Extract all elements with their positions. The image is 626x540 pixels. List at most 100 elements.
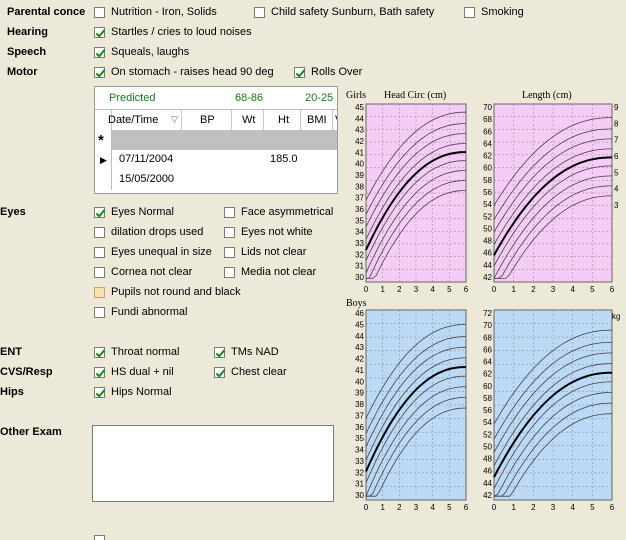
checkbox-box[interactable] [94,266,105,278]
checkbox-dilation-drops[interactable]: dilation drops used [94,226,203,238]
girls-head-y-tick-label: 31 [355,262,364,271]
checkbox-box[interactable] [214,346,225,358]
new-record-row[interactable]: * [95,130,337,150]
measurements-grid[interactable]: Predicted 68-86 20-25 Date/Time ▽ BP Wt … [94,86,338,194]
boys-head-y-tick-label: 46 [355,309,364,318]
girls-head-x-tick-label: 4 [430,285,435,294]
girls-head-y-tick-label: 37 [355,194,364,203]
girls-length-y-tick-label: 44 [483,261,492,270]
sort-triangle-icon: ▽ [171,114,178,124]
label-motor: Motor [7,66,38,78]
table-row[interactable]: 15/05/2000 [95,170,337,190]
checkbox-tms-nad[interactable]: TMs NAD [214,346,279,358]
checkbox-box[interactable] [94,6,105,18]
checkbox-face-asymmetrical[interactable]: Face asymmetrical [224,206,333,218]
checkbox-eyes-unequal[interactable]: Eyes unequal in size [94,246,212,258]
checkbox-box[interactable] [224,206,235,218]
column-header-bmi[interactable]: BMI [307,114,327,126]
girls-head-y-tick-label: 36 [355,205,364,214]
column-header-date[interactable]: Date/Time [108,114,159,126]
checkbox-hips-normal[interactable]: Hips Normal [94,386,172,398]
grid-header: Date/Time ▽ BP Wt Ht BMI V [95,109,337,131]
checkbox-box[interactable] [224,266,235,278]
boys-head-y-tick-label: 39 [355,389,364,398]
checkbox-rolls-over[interactable]: Rolls Over [294,66,362,78]
column-header-v[interactable]: V [335,114,337,126]
checkbox-box[interactable] [94,366,105,378]
checkbox-startles[interactable]: Startles / cries to loud noises [94,26,252,38]
checkbox-box[interactable] [94,206,105,218]
boys-length-percentile-line [493,381,613,489]
checkbox-label: Rolls Over [311,66,363,78]
girls-length-x-tick-label: 1 [511,285,516,294]
cell-date: 07/11/2004 [119,153,174,165]
table-row[interactable]: ▶ 07/11/2004 185.0 [95,150,337,170]
cell-height: 185.0 [270,153,298,165]
girls-head-x-tick-label: 2 [397,285,402,294]
row-selector[interactable] [95,130,112,150]
boys-length-percentile-line [493,352,613,453]
checkbox-pupils-not-round[interactable]: Pupils not round and black [94,286,241,298]
girls-head-percentile-line [365,133,467,227]
boys-head-percentile-line [365,366,467,472]
boys-length-x-tick-label: 6 [610,503,615,512]
checkbox-box[interactable] [94,26,105,38]
column-header-wt[interactable]: Wt [242,114,256,126]
label-hips: Hips [0,386,24,398]
checkbox-box[interactable] [294,66,305,78]
girls-head-y-tick-label: 35 [355,216,364,225]
checkbox-eyes-normal[interactable]: Eyes Normal [94,206,174,218]
girls-length-percentile-line [493,138,612,233]
checkbox-box[interactable] [214,366,225,378]
checkbox-fundi-abnormal[interactable]: Fundi abnormal [94,306,187,318]
boys-length-x-tick-label: 3 [551,503,556,512]
girls-length-y-tick-label: 64 [483,139,492,148]
checkbox-box[interactable] [224,226,235,238]
checkbox-box[interactable] [254,6,265,18]
checkbox-box[interactable] [94,46,105,58]
boys-length-x-tick-label: 2 [531,503,536,512]
girls-head-y-tick-label: 44 [355,114,364,123]
checkbox-hs-dual[interactable]: HS dual + nil [94,366,174,378]
girls-length-percentile-line [493,148,612,245]
row-selector[interactable] [95,170,112,190]
column-header-ht[interactable]: Ht [278,114,289,126]
checkbox-box[interactable] [94,386,105,398]
checkbox-box[interactable] [94,66,105,78]
checkbox-box[interactable] [94,286,105,298]
checkbox-nutrition[interactable]: Nutrition - Iron, Solids [94,6,217,18]
other-exam-textarea[interactable] [92,425,334,502]
checkbox-child-safety[interactable]: Child safety Sunburn, Bath safety [254,6,434,18]
boys-head-y-tick-label: 30 [355,491,364,500]
checkbox-cornea-not-clear[interactable]: Cornea not clear [94,266,192,278]
boys-length-x-tick-label: 5 [590,503,595,512]
checkbox-throat-normal[interactable]: Throat normal [94,346,179,358]
boys-length-y-tick-label: 54 [483,418,492,427]
checkbox-box[interactable] [224,246,235,258]
girls-head-percentile-line [365,180,467,279]
column-header-bp[interactable]: BP [200,114,215,126]
boys-head-y-tick-label: 38 [355,400,364,409]
checkbox-box[interactable] [94,226,105,238]
checkbox-box[interactable] [94,346,105,358]
checkbox-raises-head[interactable]: On stomach - raises head 90 deg [94,66,274,78]
checkbox-label: Startles / cries to loud noises [111,26,252,38]
checkbox-chest-clear[interactable]: Chest clear [214,366,287,378]
checkbox-box[interactable] [94,306,105,318]
checkbox-eyes-not-white[interactable]: Eyes not white [224,226,313,238]
checkbox-label: Eyes unequal in size [111,246,212,258]
checkbox-label: Hips Normal [111,386,172,398]
checkbox-media-not-clear[interactable]: Media not clear [224,266,316,278]
checkbox-squeals[interactable]: Squeals, laughs [94,46,189,58]
checkbox-label: Throat normal [111,346,180,358]
boys-length-x-tick-label: 0 [492,503,497,512]
girls-head-x-tick-label: 5 [447,285,452,294]
boys-head-x-tick-label: 1 [380,503,385,512]
row-selector[interactable] [95,150,112,170]
checkbox-smoking[interactable]: Smoking [464,6,524,18]
checkbox-lids-not-clear[interactable]: Lids not clear [224,246,306,258]
checkbox-box[interactable] [464,6,475,18]
checkbox-partial[interactable] [94,535,105,540]
boys-head-y-tick-label: 41 [355,366,364,375]
checkbox-box[interactable] [94,246,105,258]
